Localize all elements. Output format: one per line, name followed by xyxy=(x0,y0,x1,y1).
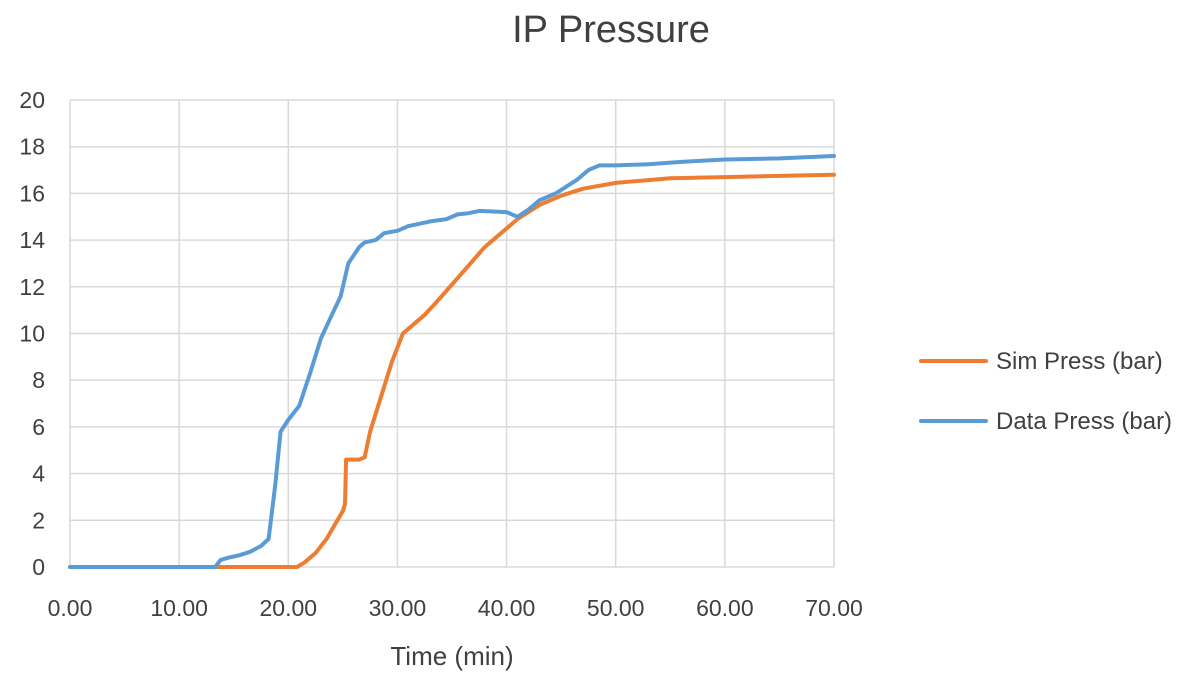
y-tick-label: 14 xyxy=(19,227,45,253)
y-tick-label: 16 xyxy=(19,180,45,206)
y-tick-label: 6 xyxy=(32,414,45,440)
chart-title: IP Pressure xyxy=(512,9,710,51)
tick-labels: 0.00 10.00 20.00 30.00 40.00 50.00 60.00 70.00 0… xyxy=(19,87,862,621)
series-line-sim-press xyxy=(68,172,836,569)
x-tick-label: 50.00 xyxy=(587,595,645,621)
y-tick-label: 0 xyxy=(32,554,45,580)
y-tick-label: 18 xyxy=(19,134,45,160)
y-tick-label: 4 xyxy=(32,461,45,487)
y-tick-label: 10 xyxy=(19,321,45,347)
series-line-data-press xyxy=(68,154,836,569)
x-axis-label: Time (min) xyxy=(390,641,513,671)
legend: Sim Press (bar) Data Press (bar) xyxy=(919,348,1172,435)
y-tick-label: 2 xyxy=(32,507,45,533)
legend-entry: Sim Press (bar) xyxy=(996,348,1163,375)
x-tick-label: 40.00 xyxy=(478,595,536,621)
x-tick-label: 70.00 xyxy=(805,595,863,621)
gridlines xyxy=(69,99,835,568)
legend-entry: Data Press (bar) xyxy=(996,408,1172,435)
y-tick-label: 8 xyxy=(32,367,45,393)
x-tick-label: 20.00 xyxy=(260,595,318,621)
x-tick-label: 10.00 xyxy=(150,595,208,621)
series-lines xyxy=(68,154,836,569)
x-tick-label: 0.00 xyxy=(48,595,93,621)
y-tick-label: 20 xyxy=(19,87,45,113)
x-tick-label: 30.00 xyxy=(369,595,427,621)
y-tick-label: 12 xyxy=(19,274,45,300)
x-tick-label: 60.00 xyxy=(696,595,754,621)
